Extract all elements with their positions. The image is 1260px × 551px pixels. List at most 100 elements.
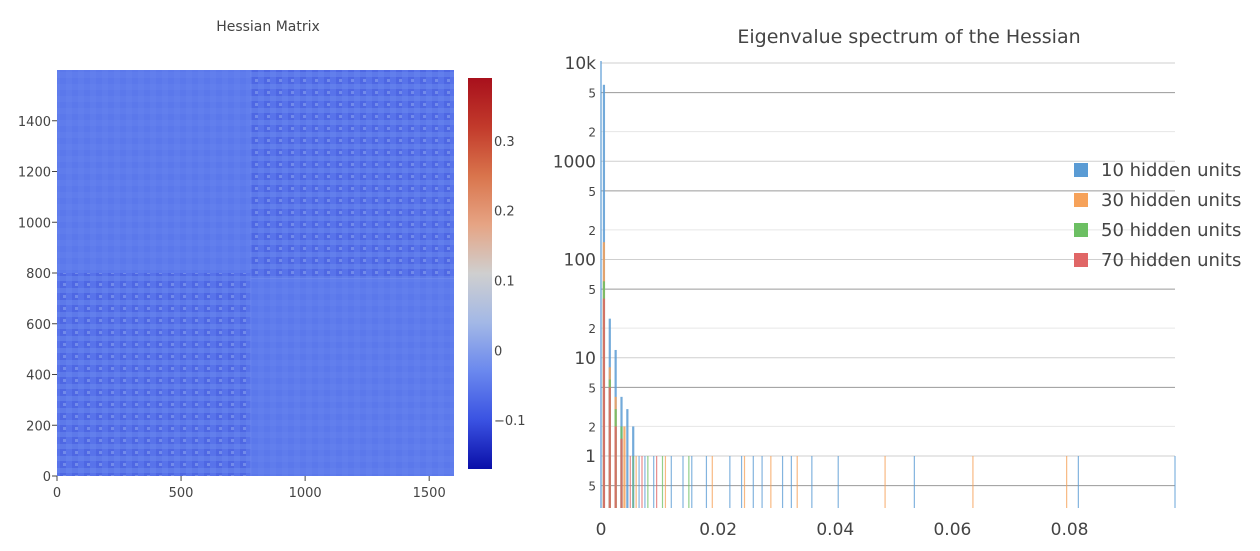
y-minor-tick-label: 5 bbox=[588, 87, 596, 101]
bar bbox=[664, 456, 667, 508]
heatmap-y-axis: 0 200 400 600 800 1000 1200 1400 bbox=[18, 115, 57, 485]
heatmap-block bbox=[250, 70, 454, 279]
bar bbox=[1077, 456, 1079, 508]
y-minor-tick-label: 2 bbox=[588, 420, 596, 434]
x-tick-label: 0.08 bbox=[1051, 520, 1089, 540]
y-tick-label: 600 bbox=[26, 318, 51, 333]
y-minor-tick-label: 2 bbox=[588, 126, 596, 140]
x-tick-label: 0.06 bbox=[933, 520, 971, 540]
bar bbox=[913, 456, 915, 508]
colorbar-tick-label: −0.1 bbox=[494, 414, 526, 429]
bar bbox=[632, 456, 634, 508]
bar bbox=[796, 456, 798, 508]
heatmap-block bbox=[57, 273, 251, 476]
y-tick-label: 1000 bbox=[18, 216, 51, 231]
spectrum-title: Eigenvalue spectrum of the Hessian bbox=[737, 26, 1080, 48]
bar bbox=[1066, 456, 1068, 508]
bar bbox=[781, 456, 784, 508]
y-minor-tick-label: 2 bbox=[588, 322, 596, 336]
legend-label: 30 hidden units bbox=[1101, 190, 1241, 211]
y-minor-tick-label: 5 bbox=[588, 480, 596, 494]
bar bbox=[644, 456, 646, 508]
y-tick-label: 1200 bbox=[18, 166, 51, 181]
x-tick-label: 1500 bbox=[413, 486, 446, 501]
heatmap-block bbox=[250, 278, 454, 476]
bar bbox=[770, 456, 772, 508]
x-tick-label: 0 bbox=[53, 486, 61, 501]
bar bbox=[705, 456, 708, 508]
x-tick-label: 1000 bbox=[289, 486, 322, 501]
legend-label: 70 hidden units bbox=[1101, 250, 1241, 271]
y-minor-tick-label: 2 bbox=[588, 224, 596, 238]
y-tick-label: 200 bbox=[26, 419, 51, 434]
bar bbox=[638, 456, 640, 508]
bar bbox=[884, 456, 886, 508]
spectrum-panel: Eigenvalue spectrum of the Hessian 1 10 10… bbox=[553, 26, 1242, 540]
bar bbox=[752, 456, 754, 508]
bar bbox=[661, 456, 664, 508]
bar bbox=[635, 456, 637, 508]
bar bbox=[729, 456, 731, 508]
bar bbox=[626, 409, 629, 508]
spectrum-bars bbox=[600, 61, 1176, 509]
colorbar-tick-label: 0 bbox=[494, 344, 502, 359]
bar bbox=[682, 456, 684, 508]
bar bbox=[629, 456, 631, 508]
bar bbox=[837, 456, 839, 508]
y-tick-label: 100 bbox=[564, 251, 596, 271]
legend-swatch bbox=[1074, 253, 1088, 267]
spectrum-y-axis: 1 10 100 1000 10k 2 5 2 5 2 5 2 5 5 bbox=[553, 54, 596, 494]
bar bbox=[608, 387, 611, 508]
x-tick-label: 0.02 bbox=[699, 520, 737, 540]
heatmap-title: Hessian Matrix bbox=[216, 19, 320, 35]
bar bbox=[691, 456, 693, 508]
bar bbox=[743, 456, 746, 508]
bar bbox=[653, 456, 655, 508]
colorbar-tick-label: 0.3 bbox=[494, 135, 515, 150]
legend: 10 hidden units 30 hidden units 50 hidden … bbox=[1074, 160, 1241, 271]
colorbar-tick-label: 0.2 bbox=[494, 205, 515, 220]
bar bbox=[740, 456, 743, 508]
heatmap-panel: Hessian Matrix 0 500 1000 1500 0 200 400 600 80… bbox=[18, 19, 526, 501]
bar bbox=[972, 456, 974, 508]
bar bbox=[670, 456, 672, 508]
x-tick-label: 0.04 bbox=[816, 520, 854, 540]
bar bbox=[602, 298, 606, 508]
bar bbox=[1174, 456, 1176, 508]
bar bbox=[641, 456, 643, 508]
spectrum-gridlines bbox=[601, 62, 1175, 487]
bar bbox=[688, 456, 690, 508]
legend-swatch bbox=[1074, 223, 1088, 237]
bar bbox=[711, 456, 713, 508]
y-tick-label: 800 bbox=[26, 267, 51, 282]
spectrum-x-axis: 0 0.02 0.04 0.06 0.08 bbox=[596, 520, 1089, 540]
y-tick-label: 0 bbox=[43, 470, 51, 485]
heatmap-block bbox=[57, 70, 251, 273]
y-minor-tick-label: 5 bbox=[588, 185, 596, 199]
heatmap-x-axis: 0 500 1000 1500 bbox=[53, 476, 446, 501]
bar bbox=[656, 456, 658, 508]
y-minor-tick-label: 5 bbox=[588, 381, 596, 395]
y-minor-tick-label: 5 bbox=[588, 283, 596, 297]
bar bbox=[761, 456, 763, 508]
colorbar-ticks: −0.1 0 0.1 0.2 0.3 bbox=[494, 135, 526, 429]
y-tick-label: 10k bbox=[565, 54, 597, 74]
colorbar bbox=[468, 78, 492, 469]
y-tick-label: 1400 bbox=[18, 115, 51, 130]
x-tick-label: 500 bbox=[169, 486, 194, 501]
y-tick-label: 1 bbox=[585, 447, 596, 467]
legend-swatch bbox=[1074, 163, 1088, 177]
bar bbox=[620, 438, 623, 508]
bar bbox=[614, 426, 617, 508]
bar bbox=[790, 456, 792, 508]
colorbar-tick-label: 0.1 bbox=[494, 274, 515, 289]
heatmap-area bbox=[57, 70, 454, 476]
x-tick-label: 0 bbox=[596, 520, 607, 540]
bar bbox=[811, 456, 813, 508]
legend-label: 10 hidden units bbox=[1101, 160, 1241, 181]
y-tick-label: 1000 bbox=[553, 152, 596, 172]
y-tick-label: 10 bbox=[574, 349, 596, 369]
legend-label: 50 hidden units bbox=[1101, 220, 1241, 241]
